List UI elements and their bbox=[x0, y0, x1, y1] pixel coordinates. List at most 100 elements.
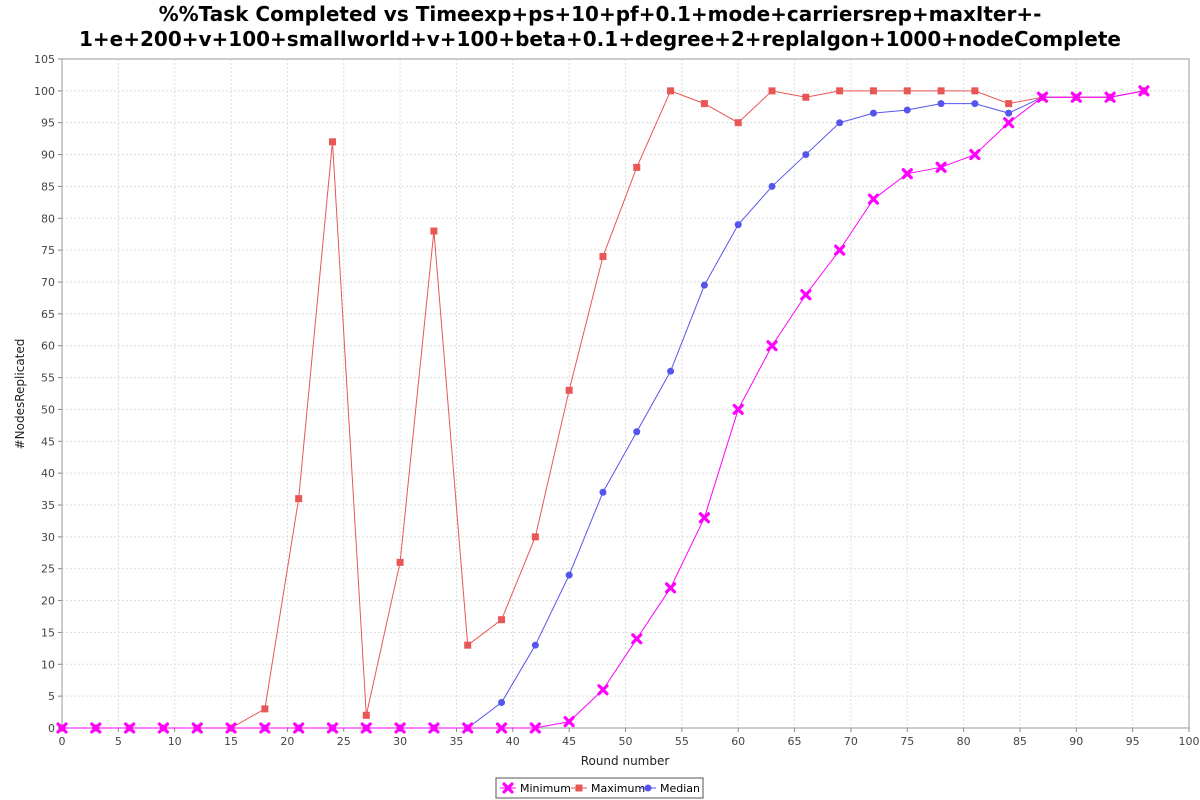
data-point-minimum bbox=[1138, 85, 1150, 97]
chart-title-line-1: %%Task Completed vs Timeexp+ps+10+pf+0.1… bbox=[158, 2, 1042, 26]
data-point-minimum bbox=[969, 148, 981, 161]
data-point-maximum bbox=[565, 386, 573, 394]
y-tick-label: 10 bbox=[41, 658, 55, 671]
data-point-median bbox=[903, 106, 911, 114]
x-tick-label: 10 bbox=[168, 735, 182, 748]
y-tick-label: 90 bbox=[41, 149, 55, 162]
x-tick-label: 55 bbox=[675, 735, 689, 748]
data-point-maximum bbox=[971, 87, 979, 95]
data-point-minimum bbox=[124, 722, 136, 734]
y-tick-label: 5 bbox=[48, 690, 55, 703]
data-point-minimum bbox=[394, 722, 406, 734]
y-tick-label: 50 bbox=[41, 403, 55, 416]
data-point-minimum bbox=[867, 193, 880, 205]
legend-marker-minimum bbox=[502, 782, 514, 794]
x-tick-label: 20 bbox=[280, 735, 294, 748]
data-point-minimum bbox=[631, 633, 643, 645]
data-point-maximum bbox=[667, 87, 675, 95]
legend-label-minimum: Minimum bbox=[520, 782, 571, 795]
data-point-maximum bbox=[599, 253, 607, 261]
series-layer bbox=[56, 85, 1150, 734]
x-tick-label: 70 bbox=[844, 735, 858, 748]
y-tick-label: 55 bbox=[41, 372, 55, 385]
legend-box bbox=[495, 777, 704, 799]
data-point-minimum bbox=[293, 722, 305, 734]
x-tick-label: 40 bbox=[506, 735, 520, 748]
data-point-maximum bbox=[937, 87, 945, 95]
x-tick-label: 35 bbox=[449, 735, 463, 748]
data-point-minimum bbox=[732, 403, 744, 416]
y-tick-label: 15 bbox=[41, 626, 55, 639]
y-tick-label: 65 bbox=[41, 308, 55, 321]
y-tick-label: 95 bbox=[41, 117, 55, 130]
data-point-minimum bbox=[1104, 91, 1116, 103]
data-point-maximum bbox=[802, 93, 810, 101]
x-tick-label: 95 bbox=[1126, 735, 1140, 748]
chart-title-line-2: 1+e+200+v+100+smallworld+v+100+beta+0.1+… bbox=[79, 27, 1121, 51]
y-tick-label: 35 bbox=[41, 499, 55, 512]
x-tick-label: 85 bbox=[1013, 735, 1027, 748]
data-point-maximum bbox=[903, 87, 911, 95]
y-axis-title: #NodesReplicated bbox=[13, 339, 27, 450]
data-point-median bbox=[599, 488, 607, 496]
x-tick-label: 90 bbox=[1069, 735, 1083, 748]
x-tick-label: 45 bbox=[562, 735, 576, 748]
y-tick-label: 100 bbox=[34, 85, 55, 98]
x-tick-label: 65 bbox=[788, 735, 802, 748]
data-point-minimum bbox=[563, 716, 575, 728]
x-tick-label: 50 bbox=[619, 735, 633, 748]
data-point-maximum bbox=[362, 711, 370, 719]
data-point-maximum bbox=[498, 616, 506, 624]
chart-title: %%Task Completed vs Timeexp+ps+10+pf+0.1… bbox=[0, 2, 1200, 52]
data-point-minimum bbox=[935, 161, 947, 173]
data-point-maximum bbox=[261, 705, 269, 713]
data-point-minimum bbox=[901, 168, 913, 180]
data-point-minimum bbox=[834, 244, 846, 256]
data-point-median bbox=[531, 641, 539, 649]
x-tick-label: 5 bbox=[115, 735, 122, 748]
data-point-maximum bbox=[633, 163, 641, 171]
data-point-minimum bbox=[1070, 91, 1082, 103]
data-point-minimum bbox=[597, 684, 609, 696]
data-point-minimum bbox=[428, 722, 440, 734]
y-tick-label: 30 bbox=[41, 531, 55, 544]
data-point-minimum bbox=[1036, 91, 1049, 103]
data-point-median bbox=[869, 109, 877, 117]
y-tick-label: 85 bbox=[41, 180, 55, 193]
data-point-median bbox=[937, 100, 945, 108]
data-point-maximum bbox=[328, 138, 336, 146]
data-point-maximum bbox=[734, 119, 742, 127]
x-tick-label: 0 bbox=[59, 735, 66, 748]
data-point-median bbox=[768, 182, 776, 190]
data-point-minimum bbox=[495, 722, 508, 734]
data-point-median bbox=[565, 571, 573, 579]
data-point-minimum bbox=[191, 722, 203, 734]
data-point-median bbox=[836, 119, 844, 127]
y-tick-label: 0 bbox=[48, 722, 55, 735]
y-tick-label: 20 bbox=[41, 595, 55, 608]
data-point-minimum bbox=[56, 722, 68, 734]
data-point-maximum bbox=[700, 100, 708, 108]
data-point-maximum bbox=[430, 227, 438, 235]
data-point-minimum bbox=[90, 722, 102, 734]
x-tick-label: 60 bbox=[731, 735, 745, 748]
grid-lines bbox=[62, 58, 1190, 728]
data-point-median bbox=[802, 151, 810, 159]
data-point-maximum bbox=[836, 87, 844, 95]
x-tick-label: 15 bbox=[224, 735, 238, 748]
data-point-minimum bbox=[259, 722, 271, 734]
data-point-minimum bbox=[462, 722, 474, 734]
data-point-median bbox=[700, 281, 708, 289]
data-point-minimum bbox=[698, 512, 710, 524]
x-tick-label: 100 bbox=[1179, 735, 1200, 748]
data-point-maximum bbox=[531, 533, 539, 541]
x-axis-title: Round number bbox=[581, 754, 670, 768]
data-point-median bbox=[734, 221, 742, 229]
series-maximum bbox=[58, 87, 1148, 732]
data-point-maximum bbox=[1005, 100, 1013, 108]
data-point-minimum bbox=[529, 722, 541, 734]
y-tick-label: 80 bbox=[41, 212, 55, 225]
data-point-minimum bbox=[664, 582, 677, 594]
x-tick-label: 30 bbox=[393, 735, 407, 748]
